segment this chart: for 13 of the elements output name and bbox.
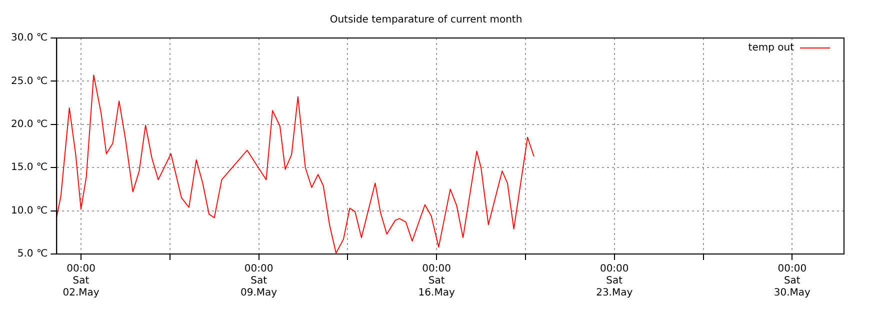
y-tick-label: 30.0 ℃ <box>10 32 48 44</box>
x-tick-label: 00:00 Sat 02.May <box>62 264 100 299</box>
y-tick-label: 15.0 ℃ <box>10 162 48 174</box>
y-tick-label: 5.0 ℃ <box>17 248 48 260</box>
x-tick-label: 00:00 Sat 30.May <box>774 264 811 299</box>
y-tick-label: 10.0 ℃ <box>10 205 48 216</box>
chart-title: Outside temparature of current month <box>330 14 522 26</box>
x-tick-label: 00:00 Sat 16.May <box>418 264 455 299</box>
x-tick-label: 00:00 Sat 09.May <box>240 264 278 299</box>
x-tick-label: 00:00 Sat 23.May <box>596 264 633 299</box>
y-tick-label: 25.0 ℃ <box>10 76 48 87</box>
legend-label: temp out <box>748 42 794 54</box>
y-tick-label: 20.0 ℃ <box>10 118 48 130</box>
